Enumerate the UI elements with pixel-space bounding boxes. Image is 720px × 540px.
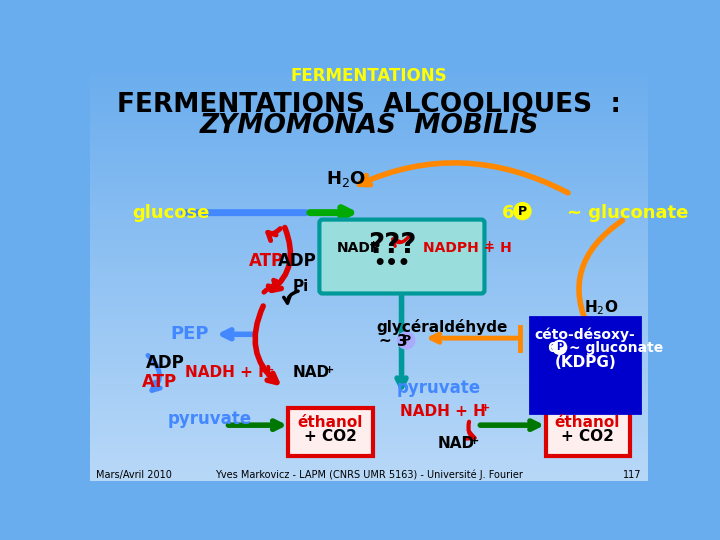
- Text: ~ gluconate: ~ gluconate: [569, 341, 663, 355]
- Circle shape: [514, 202, 531, 220]
- Text: ZYMOMONAS  MOBILIS: ZYMOMONAS MOBILIS: [199, 113, 539, 139]
- Text: céto-désoxy-: céto-désoxy-: [535, 327, 636, 342]
- Text: + CO2: + CO2: [561, 429, 614, 444]
- Circle shape: [397, 332, 415, 349]
- Text: ATP: ATP: [249, 252, 284, 270]
- FancyBboxPatch shape: [289, 408, 373, 456]
- Text: +: +: [481, 403, 490, 413]
- Text: P: P: [556, 342, 563, 353]
- Text: NADH + H: NADH + H: [400, 404, 485, 419]
- Text: 6: 6: [503, 204, 515, 221]
- Text: +: +: [265, 364, 274, 375]
- Circle shape: [553, 340, 567, 354]
- Text: glycéraldéhyde: glycéraldéhyde: [377, 319, 508, 335]
- Text: ADP: ADP: [145, 354, 184, 372]
- Text: NADPH + H: NADPH + H: [423, 241, 512, 255]
- Text: P: P: [402, 334, 411, 347]
- Text: +: +: [369, 240, 378, 250]
- Text: ???: ???: [368, 231, 416, 259]
- FancyBboxPatch shape: [546, 408, 630, 456]
- Text: Pi: Pi: [292, 279, 309, 294]
- Text: FERMENTATIONS  ALCOOLIQUES  :: FERMENTATIONS ALCOOLIQUES :: [117, 92, 621, 118]
- Text: +: +: [325, 364, 334, 375]
- Text: Mars/Avril 2010: Mars/Avril 2010: [96, 470, 172, 480]
- Text: éthanol: éthanol: [297, 415, 363, 430]
- Text: NAD: NAD: [437, 436, 474, 451]
- FancyBboxPatch shape: [530, 318, 640, 413]
- Text: •••: •••: [374, 254, 411, 273]
- Text: ATP: ATP: [142, 373, 177, 391]
- Text: ~ 3: ~ 3: [379, 334, 408, 349]
- Text: PEP: PEP: [170, 325, 209, 343]
- Text: FERMENTATIONS: FERMENTATIONS: [291, 66, 447, 85]
- Text: ~ gluconate: ~ gluconate: [567, 204, 688, 221]
- Text: éthanol: éthanol: [555, 415, 620, 430]
- Text: pyruvate: pyruvate: [168, 410, 251, 428]
- Text: glucose: glucose: [132, 204, 210, 221]
- FancyBboxPatch shape: [320, 220, 485, 294]
- Text: (KDPG): (KDPG): [554, 355, 616, 369]
- Text: P: P: [518, 205, 527, 218]
- Text: H$_2$O: H$_2$O: [325, 169, 366, 189]
- Text: NADH + H: NADH + H: [185, 365, 271, 380]
- Text: 6: 6: [547, 341, 557, 355]
- Text: +: +: [485, 240, 494, 250]
- Text: H$_2$O: H$_2$O: [585, 298, 618, 316]
- Text: + CO2: + CO2: [304, 429, 356, 444]
- Text: NADP: NADP: [336, 241, 381, 255]
- Text: +: +: [469, 436, 479, 446]
- Text: 117: 117: [624, 470, 642, 480]
- Text: Yves Markovicz - LAPM (CNRS UMR 5163) - Université J. Fourier: Yves Markovicz - LAPM (CNRS UMR 5163) - …: [215, 470, 523, 481]
- Text: ADP: ADP: [279, 252, 317, 270]
- Text: NAD: NAD: [292, 365, 330, 380]
- Text: pyruvate: pyruvate: [397, 379, 481, 397]
